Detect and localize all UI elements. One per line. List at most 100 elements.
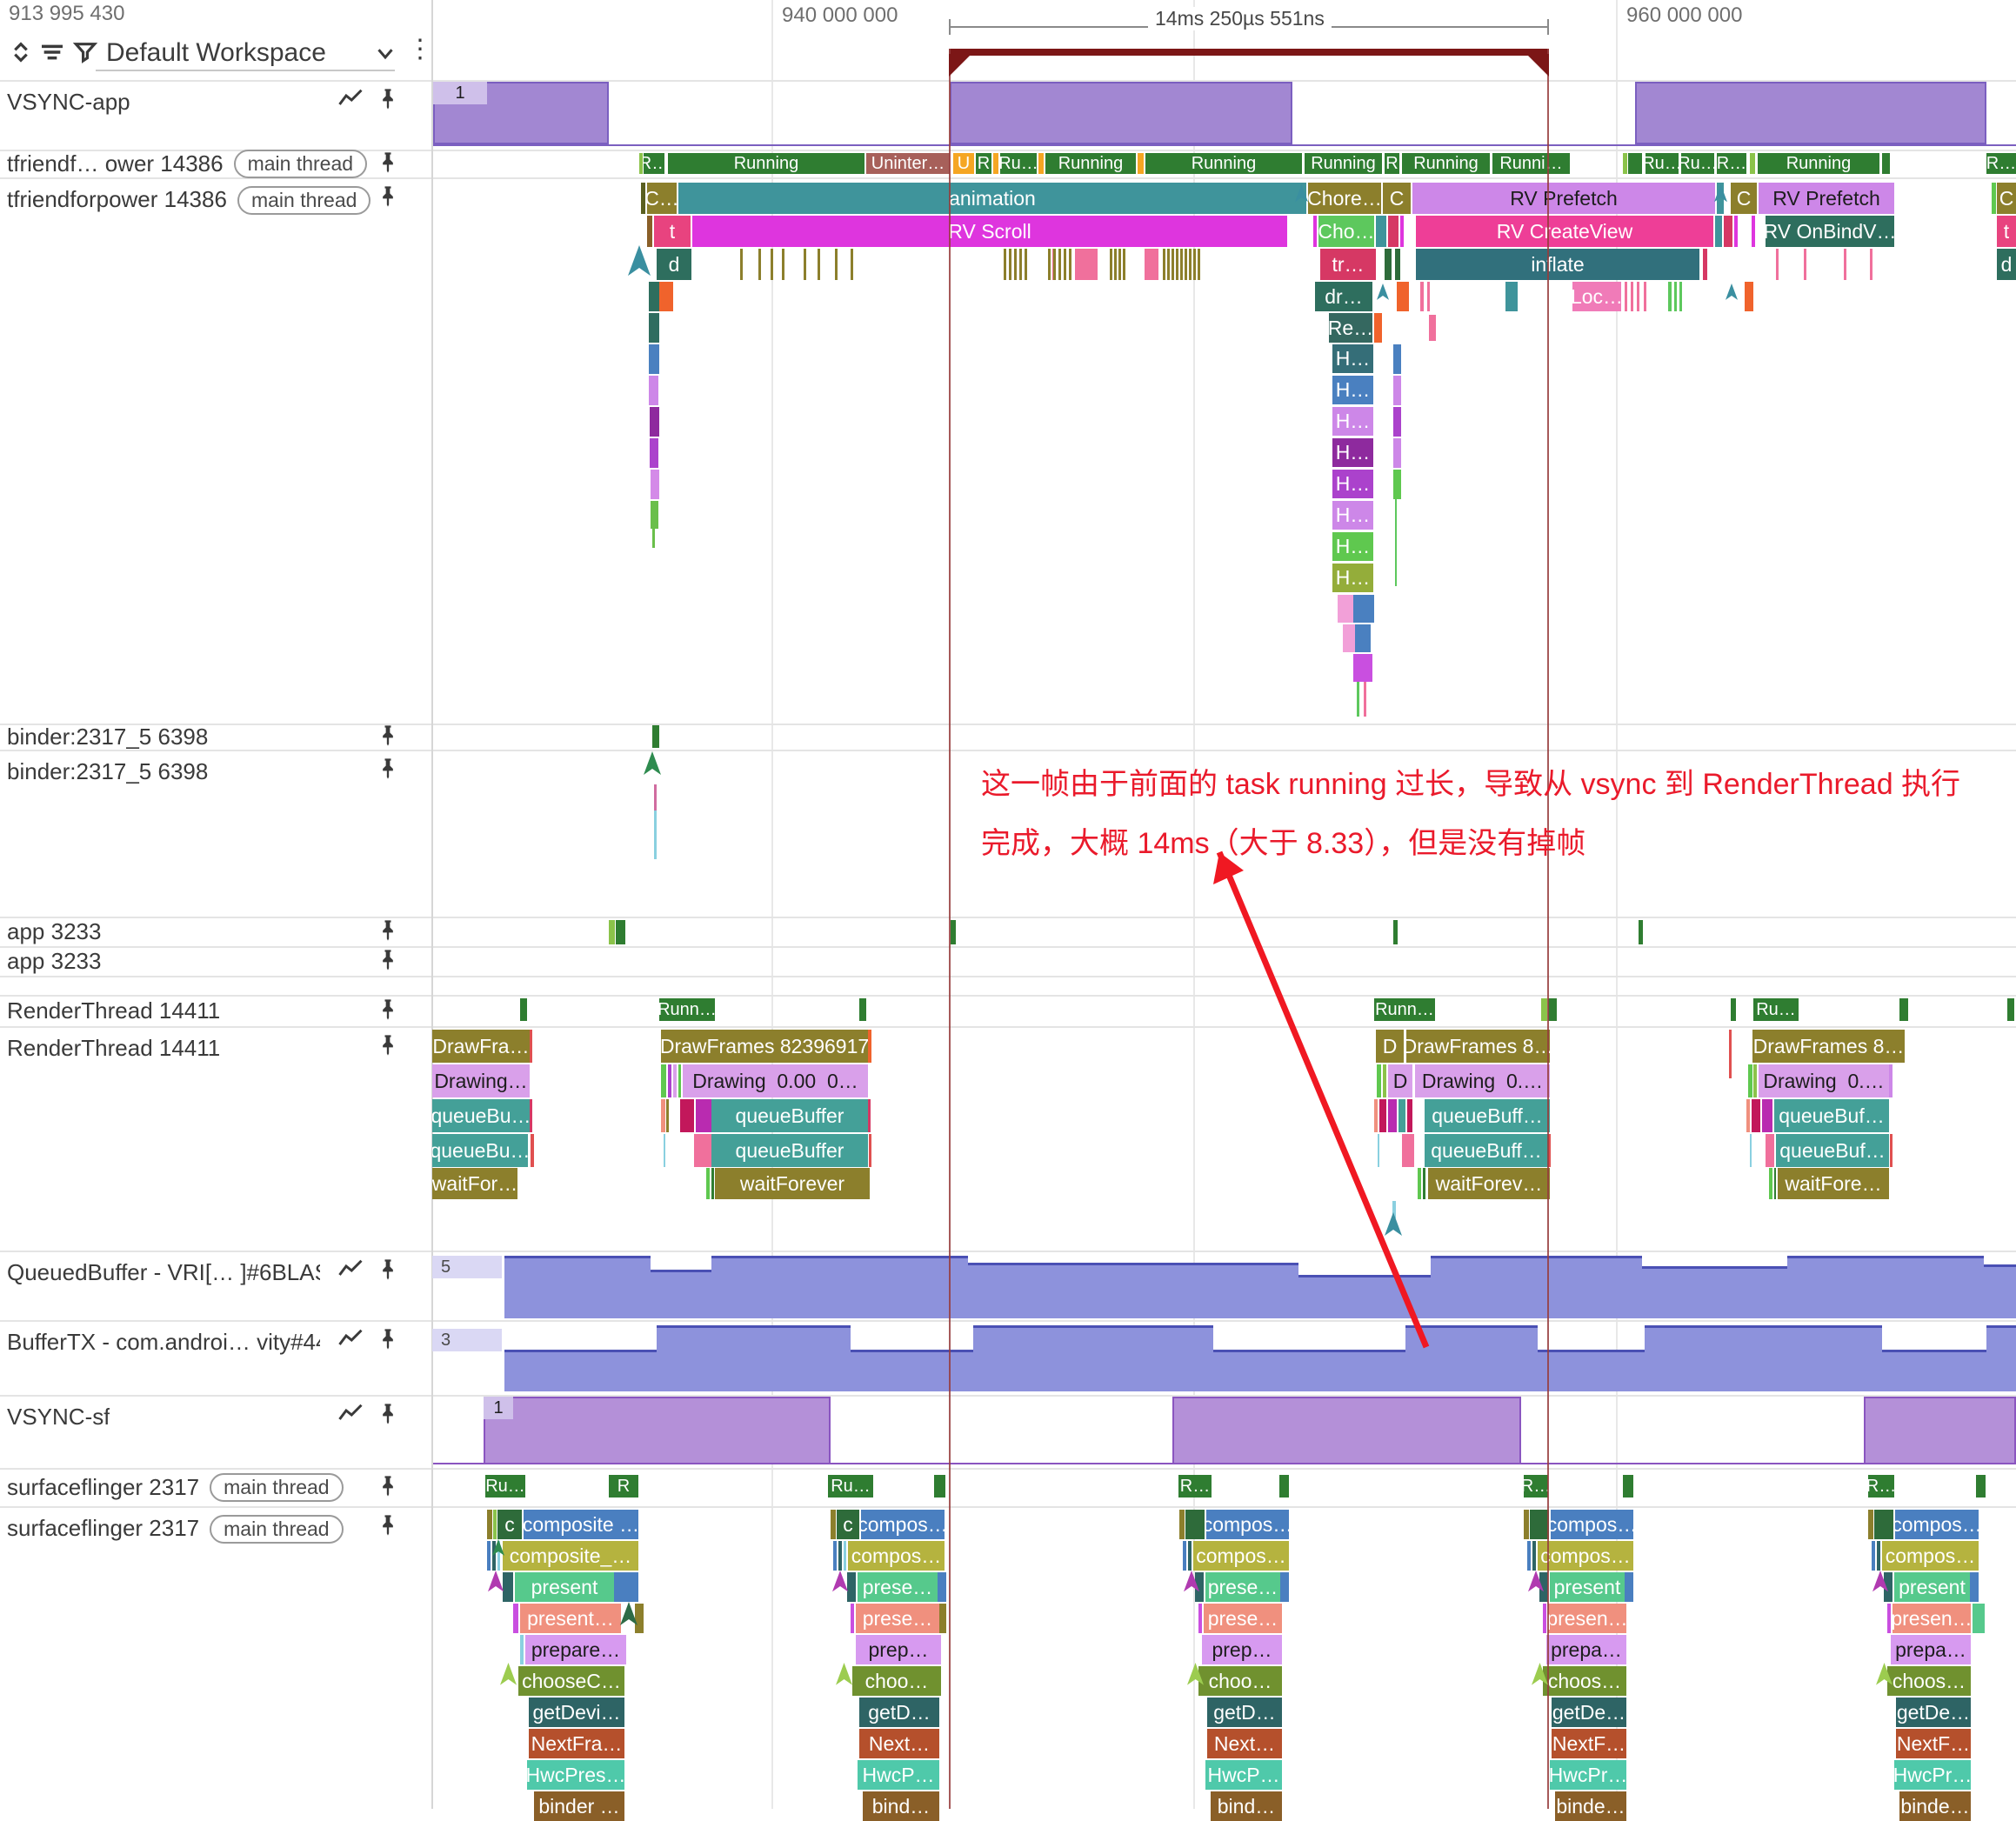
- slice[interactable]: [1378, 1134, 1379, 1167]
- slice[interactable]: [1844, 249, 1846, 280]
- pin-icon[interactable]: [376, 918, 402, 944]
- slice[interactable]: [1364, 682, 1366, 717]
- slice[interactable]: dr…: [1315, 282, 1372, 311]
- slice[interactable]: Ru…: [1753, 998, 1799, 1021]
- slice[interactable]: prese…: [1205, 1572, 1280, 1602]
- slice[interactable]: [869, 1134, 871, 1167]
- slice[interactable]: [678, 1064, 681, 1097]
- slice[interactable]: [1183, 1541, 1186, 1571]
- slice[interactable]: [1973, 1604, 1985, 1633]
- slice[interactable]: RV Scroll: [692, 216, 1287, 247]
- buffer-tx-counter-segment[interactable]: [851, 1350, 973, 1391]
- slice[interactable]: [650, 438, 658, 468]
- pin-icon[interactable]: [376, 184, 402, 210]
- slice[interactable]: choos…: [1887, 1666, 1971, 1696]
- slice[interactable]: [1357, 682, 1359, 717]
- slice[interactable]: [1877, 1541, 1880, 1571]
- slice[interactable]: present: [1550, 1572, 1625, 1602]
- slice[interactable]: Ru…: [828, 1475, 873, 1497]
- slice[interactable]: [2007, 998, 2014, 1021]
- slice[interactable]: [664, 1134, 665, 1167]
- slice[interactable]: [1505, 282, 1518, 311]
- slice[interactable]: compos…: [861, 1510, 945, 1539]
- slice[interactable]: Runni…: [1492, 153, 1570, 174]
- slice[interactable]: 1: [484, 1397, 513, 1419]
- slice[interactable]: [652, 529, 655, 548]
- track-label-row[interactable]: RenderThread 14411: [0, 995, 431, 1026]
- slice[interactable]: [1774, 1168, 1776, 1199]
- slice[interactable]: [1393, 470, 1401, 499]
- slice[interactable]: Next…: [1207, 1729, 1282, 1758]
- slice[interactable]: Running: [1305, 153, 1382, 174]
- slice[interactable]: prepa…: [1891, 1635, 1971, 1664]
- tick-slice[interactable]: [851, 249, 853, 280]
- pin-icon[interactable]: [376, 1033, 402, 1059]
- slice[interactable]: 1: [433, 82, 487, 104]
- tick-slice[interactable]: [1064, 249, 1066, 280]
- buffer-tx-counter-segment[interactable]: [657, 1325, 851, 1391]
- slice[interactable]: Drawing…: [432, 1064, 530, 1097]
- slice[interactable]: queueBuf…: [1776, 1134, 1889, 1167]
- slice[interactable]: Running: [1045, 153, 1136, 174]
- slice[interactable]: [1374, 313, 1382, 343]
- slice[interactable]: present: [1894, 1572, 1970, 1602]
- slice[interactable]: C: [1997, 183, 2016, 214]
- slice[interactable]: queueBuf…: [1774, 1099, 1889, 1132]
- slice[interactable]: [1970, 1572, 1979, 1602]
- slice[interactable]: H…: [1332, 438, 1373, 467]
- slice[interactable]: getDevi…: [529, 1698, 624, 1727]
- selection-right-flag[interactable]: [1526, 54, 1549, 77]
- slice[interactable]: [1734, 216, 1738, 247]
- slice[interactable]: Ru…: [1000, 153, 1037, 174]
- slice[interactable]: [1395, 499, 1397, 586]
- slice[interactable]: [1420, 282, 1424, 311]
- slice[interactable]: C: [1383, 183, 1411, 214]
- slice[interactable]: compos…: [1538, 1541, 1633, 1571]
- tick-slice[interactable]: [1198, 249, 1200, 280]
- slice[interactable]: [1393, 407, 1401, 437]
- track-label-row[interactable]: binder:2317_5 6398: [0, 724, 431, 750]
- slice[interactable]: [1868, 1510, 1873, 1539]
- slice[interactable]: [1731, 998, 1736, 1021]
- slice[interactable]: [1145, 249, 1158, 280]
- tick-slice[interactable]: [1110, 249, 1112, 280]
- slice[interactable]: waitFor…: [432, 1168, 517, 1199]
- slice[interactable]: [1198, 1604, 1202, 1633]
- slice[interactable]: bind…: [863, 1791, 939, 1821]
- slice[interactable]: [1423, 1168, 1425, 1199]
- pin-icon[interactable]: [376, 1257, 402, 1284]
- slice[interactable]: getDe…: [1552, 1698, 1626, 1727]
- slice[interactable]: C: [1731, 183, 1757, 214]
- slice[interactable]: [1353, 654, 1372, 682]
- slice[interactable]: R…: [644, 153, 664, 174]
- slice[interactable]: HwcP…: [1205, 1760, 1282, 1790]
- slice[interactable]: [934, 1475, 945, 1497]
- slice[interactable]: [614, 1572, 638, 1602]
- slice[interactable]: d: [657, 249, 691, 280]
- slice[interactable]: [1715, 216, 1722, 247]
- slice[interactable]: [1776, 249, 1779, 280]
- slice[interactable]: [513, 1604, 518, 1633]
- slice[interactable]: tr…: [1320, 249, 1376, 280]
- slice[interactable]: c: [497, 1510, 522, 1539]
- slice[interactable]: DrawFrames 82396917: [661, 1030, 868, 1063]
- tick-slice[interactable]: [771, 249, 773, 280]
- workspace-title[interactable]: Default Workspace: [106, 38, 326, 67]
- slice[interactable]: composite …: [524, 1510, 638, 1539]
- slice[interactable]: [651, 501, 658, 529]
- slice[interactable]: [1393, 376, 1401, 405]
- slice[interactable]: [1889, 1064, 1893, 1097]
- slice[interactable]: [1992, 183, 1996, 214]
- slice[interactable]: queueBuffer: [711, 1134, 868, 1167]
- slice[interactable]: [1548, 1134, 1551, 1167]
- slice[interactable]: getD…: [859, 1698, 939, 1727]
- slice[interactable]: choo…: [1198, 1666, 1282, 1696]
- track-label-row[interactable]: binder:2317_5 6398: [0, 750, 431, 917]
- slice[interactable]: [1703, 249, 1707, 280]
- slice[interactable]: [1388, 216, 1399, 247]
- slice[interactable]: [1539, 1572, 1548, 1602]
- tick-slice[interactable]: [1167, 249, 1170, 280]
- slice[interactable]: [639, 153, 643, 174]
- slice[interactable]: [1185, 1510, 1205, 1539]
- tick-slice[interactable]: [1193, 249, 1196, 280]
